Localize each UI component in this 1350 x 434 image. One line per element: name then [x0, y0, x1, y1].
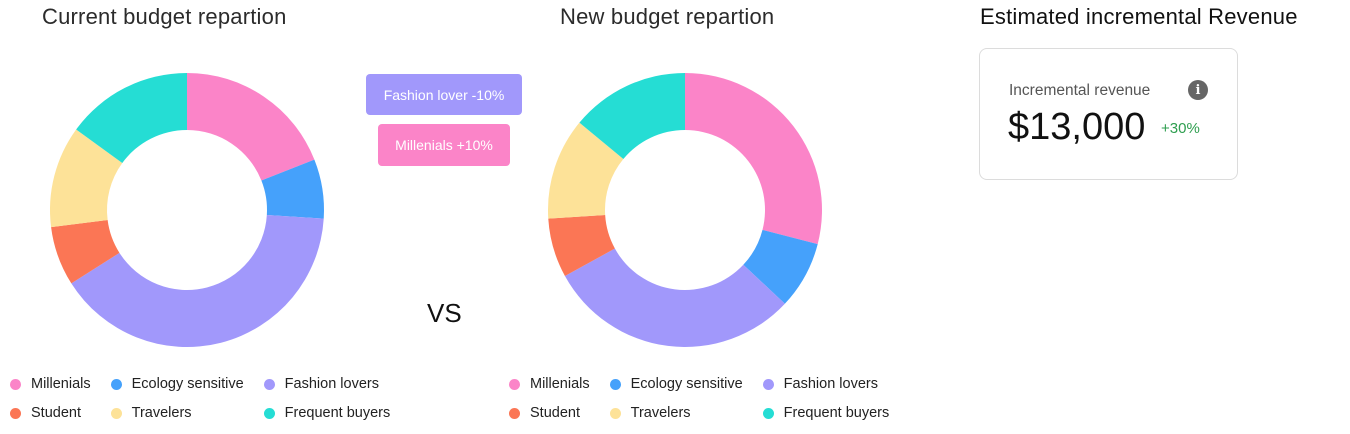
new-slice-student	[548, 215, 615, 277]
fashion-lover-change-tag: Fashion lover -10%	[366, 74, 522, 115]
current-legend-item-frequent-buyers: Frequent buyers	[263, 405, 391, 421]
millenials-change-tag: Millenials +10%	[378, 124, 510, 166]
current-slice-millenials	[187, 73, 315, 181]
new-slice-fashion-lovers	[564, 248, 785, 347]
legend-label: Frequent buyers	[783, 405, 890, 421]
legend-label: Fashion lovers	[783, 376, 878, 392]
current-slice-frequent-buyers	[76, 73, 187, 163]
legend-label: Frequent buyers	[284, 405, 391, 421]
legend-dot-icon	[509, 378, 520, 390]
new-legend-item-ecology-sensitive: Ecology sensitive	[609, 376, 743, 392]
current-slice-ecology-sensitive	[261, 159, 324, 219]
current-legend-item-fashion-lovers: Fashion lovers	[263, 376, 391, 392]
new-chart-title: New budget repartion	[560, 4, 775, 29]
current-slice-fashion-lovers	[71, 215, 324, 347]
legend-dot-icon	[110, 407, 122, 419]
revenue-title: Estimated incremental Revenue	[980, 4, 1298, 29]
legend-dot-icon	[10, 378, 21, 390]
legend-dot-icon	[609, 378, 621, 390]
legend-label: Travelers	[131, 405, 192, 421]
legend-label: Student	[530, 405, 580, 421]
legend-dot-icon	[10, 407, 21, 419]
legend-label: Travelers	[630, 405, 691, 421]
new-legend-item-fashion-lovers: Fashion lovers	[762, 376, 890, 392]
incremental-revenue-delta: +30%	[1161, 120, 1200, 137]
incremental-revenue-label: Incremental revenue	[1009, 82, 1151, 99]
current-legend-item-millenials: Millenials	[10, 376, 91, 392]
legend-dot-icon	[762, 407, 774, 419]
new-slice-millenials	[685, 73, 822, 245]
legend-label: Millenials	[530, 376, 590, 392]
vs-label: VS	[427, 298, 462, 328]
current-legend-item-travelers: Travelers	[110, 405, 244, 421]
legend-label: Ecology sensitive	[630, 376, 743, 392]
legend-dot-icon	[762, 378, 774, 390]
incremental-revenue-value: $13,000	[1008, 106, 1146, 148]
new-slice-travelers	[548, 122, 624, 219]
new-legend-item-student: Student	[509, 405, 590, 421]
new-chart-legend: Millenials Ecology sensitive Fashion lover…	[509, 376, 889, 421]
current-slice-student	[51, 220, 120, 284]
new-legend-item-travelers: Travelers	[609, 405, 743, 421]
legend-dot-icon	[263, 407, 275, 419]
new-slice-frequent-buyers	[579, 73, 685, 160]
current-legend-item-student: Student	[10, 405, 91, 421]
legend-label: Fashion lovers	[284, 376, 379, 392]
current-chart-title: Current budget repartion	[42, 4, 287, 29]
legend-label: Ecology sensitive	[131, 376, 244, 392]
legend-dot-icon	[110, 378, 122, 390]
new-slice-ecology-sensitive	[743, 229, 818, 304]
new-legend-item-frequent-buyers: Frequent buyers	[762, 405, 890, 421]
current-slice-travelers	[50, 129, 123, 228]
legend-dot-icon	[263, 378, 275, 390]
legend-label: Student	[31, 405, 81, 421]
legend-dot-icon	[509, 407, 520, 419]
incremental-revenue-card: Incremental revenue i $13,000 +30%	[979, 48, 1238, 180]
new-legend-item-millenials: Millenials	[509, 376, 590, 392]
current-legend-item-ecology-sensitive: Ecology sensitive	[110, 376, 244, 392]
legend-dot-icon	[609, 407, 621, 419]
legend-label: Millenials	[31, 376, 91, 392]
new-donut-chart	[548, 73, 822, 347]
info-icon[interactable]: i	[1188, 80, 1208, 100]
current-donut-chart	[50, 73, 324, 347]
current-chart-legend: Millenials Ecology sensitive Fashion lover…	[10, 376, 390, 421]
